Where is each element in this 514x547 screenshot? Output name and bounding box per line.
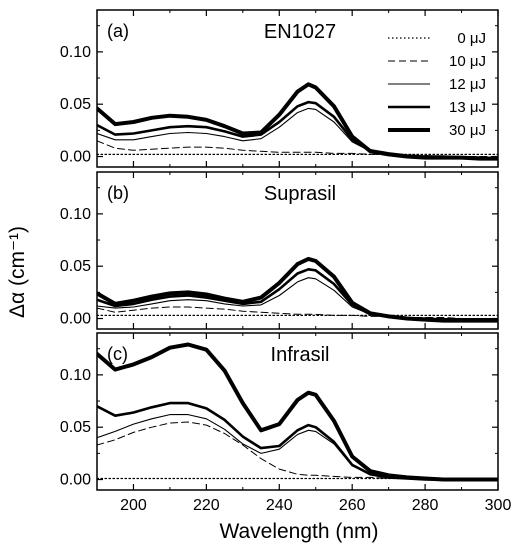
series-line-30uJ [97,256,498,323]
panel-a: 0.00 0.05 0.10 (a) EN1027 [60,9,499,168]
panel-frame [96,171,499,330]
panel-title: Suprasil [264,183,336,205]
y-tick-label: 0.05 [60,258,91,275]
y-tick-label: 0.10 [60,206,91,223]
panel-tag: (c) [107,344,128,364]
x-tick-label: 280 [412,497,439,514]
panel-frame [96,9,499,168]
panel-title: Infrasil [271,344,330,366]
x-tick-label: 260 [339,497,366,514]
series-line-13uJ [97,100,498,160]
y-axis-title: Δα (cm⁻¹) [6,226,29,318]
x-axis-title: Wavelength (nm) [219,520,378,543]
series-line-12uJ [97,414,498,481]
panel-tag: (a) [107,21,129,41]
legend-label: 13 μJ [449,99,486,116]
series-line-13uJ [97,401,498,481]
legend-label: 12 μJ [449,76,486,93]
y-tick-label: 0.10 [60,44,91,61]
panels: 0.00 0.05 0.10 (a) EN1027 0.00 0.05 0.10 (b) Supr… [60,9,499,491]
legend-label: 30 μJ [449,122,486,139]
panel-frame [96,332,499,491]
x-tick-label: 220 [193,497,220,514]
panel-c: 0.00 0.05 0.10 (c) Infrasil [60,332,499,491]
series-line-30uJ [97,82,498,161]
panel-tag: (b) [107,183,129,203]
y-tick-label: 0.00 [60,311,91,328]
series-line-10uJ [97,306,498,319]
y-tick-label: 0.00 [60,149,91,166]
y-tick-label: 0.05 [60,96,91,113]
x-tick-label: 300 [485,497,512,514]
y-tick-label: 0.10 [60,367,91,384]
y-tick-label: 0.00 [60,472,91,489]
legend-label: 10 μJ [449,53,486,70]
y-tick-label: 0.05 [60,419,91,436]
x-tick-label: 200 [120,497,147,514]
panel-title: EN1027 [264,21,336,43]
legend: 0 μJ 10 μJ 12 μJ 13 μJ 30 μJ [388,30,486,139]
legend-label: 0 μJ [457,30,486,47]
x-tick-label: 240 [266,497,293,514]
panel-b: 0.00 0.05 0.10 (b) Suprasil [60,171,499,330]
series-line-30uJ [97,342,498,482]
